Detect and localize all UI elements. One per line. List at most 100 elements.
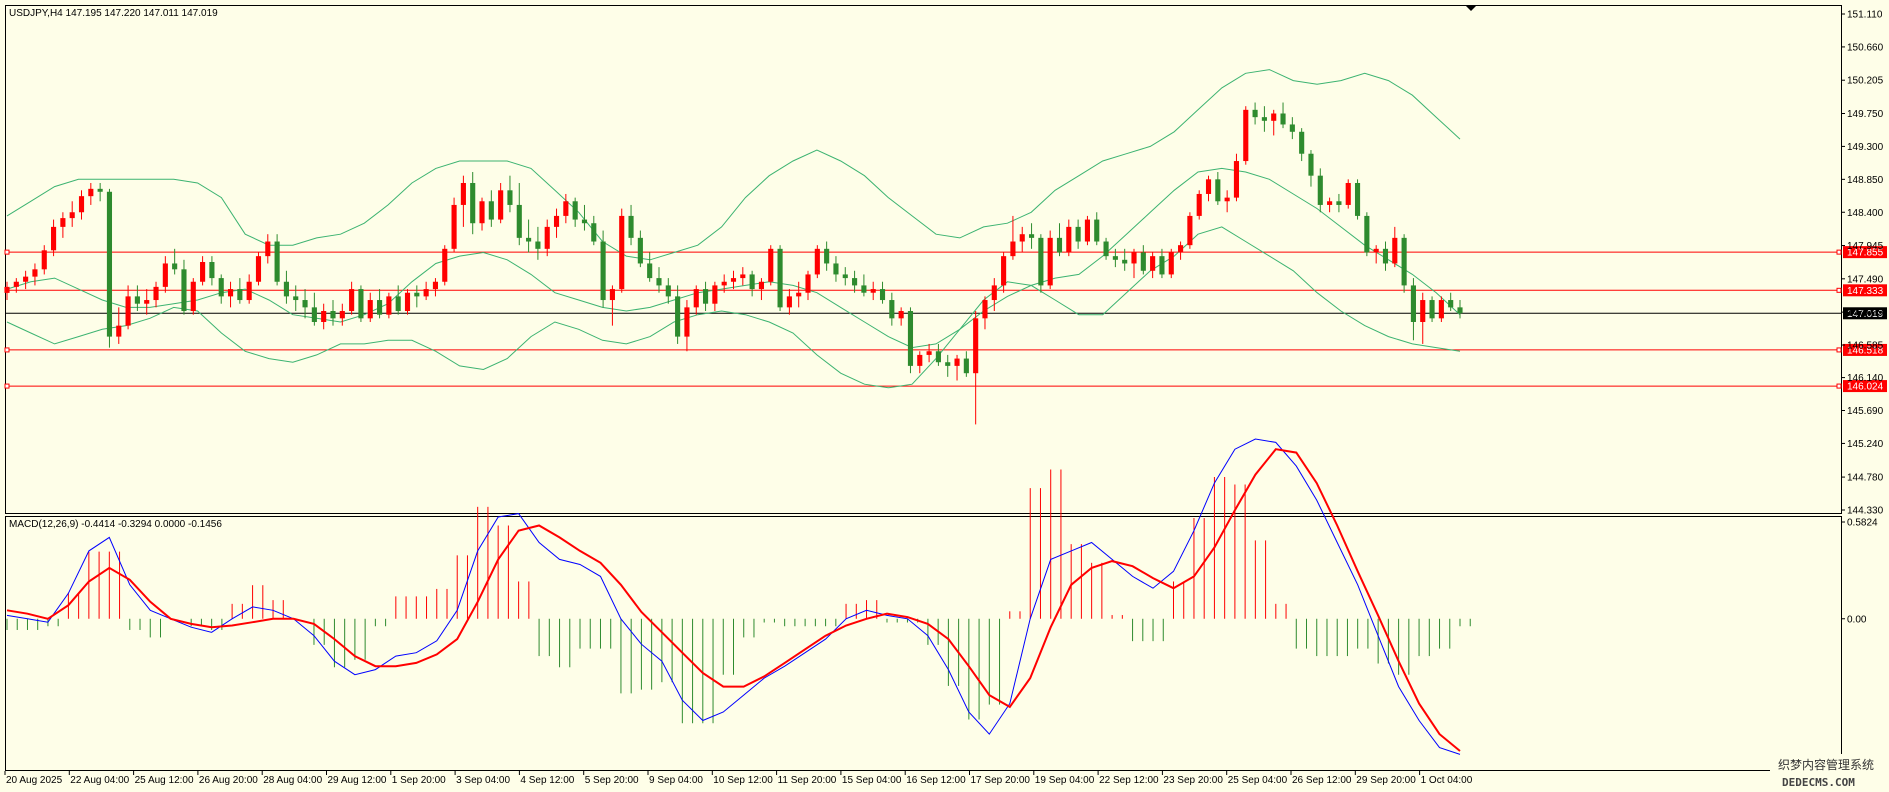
candle-bull (991, 285, 997, 301)
price-tick-label: 145.240 (1847, 439, 1884, 450)
price-tick-label: 147.490 (1847, 274, 1884, 285)
candle-bear (1075, 226, 1081, 242)
time-tick-label: 22 Aug 04:00 (70, 775, 129, 786)
candle-bear (656, 278, 662, 286)
candle-bear (1364, 215, 1370, 253)
candle-bull (125, 296, 131, 326)
level-handle-right[interactable] (1836, 249, 1842, 255)
symbol-info: USDJPY,H4 147.195 147.220 147.011 147.01… (9, 8, 218, 19)
candle-bull (255, 256, 262, 282)
time-tick-label: 26 Aug 20:00 (199, 775, 258, 786)
candle-bull (339, 311, 345, 319)
candle-bull (870, 289, 876, 293)
candle-bear (1112, 256, 1118, 260)
candle-bear (106, 191, 113, 337)
candle-bear (218, 278, 224, 297)
candle-bull (41, 250, 47, 270)
watermark-box (1770, 754, 1889, 792)
candle-bear (1382, 248, 1389, 264)
candle-bear (935, 351, 941, 363)
candle-bull (814, 248, 820, 275)
time-tick-label: 28 Aug 04:00 (263, 775, 322, 786)
candle-bull (404, 292, 411, 312)
bollinger-lower-line (6, 226, 1461, 389)
candle-bear (1103, 241, 1109, 257)
candle-bull (1345, 182, 1351, 205)
candle-bear (675, 296, 681, 337)
candle-bear (414, 292, 420, 297)
candle-bear (628, 215, 634, 238)
candle-bull (32, 269, 38, 277)
candle-bull (712, 285, 718, 304)
candle-bull (1224, 197, 1230, 202)
candle-bull (190, 281, 196, 312)
horizontal-levels[interactable]: 147.855 147.333 146.518 146.024 147.019 (4, 246, 1887, 393)
candle-bear (637, 237, 643, 264)
time-tick-label: 1 Oct 04:00 (1421, 775, 1473, 786)
candle-bull (805, 274, 811, 293)
candle-bull (796, 292, 802, 297)
candle-bull (544, 226, 550, 249)
candle-bear (274, 241, 280, 282)
candle-bull (386, 296, 392, 315)
time-tick-label: 26 Sep 12:00 (1292, 775, 1352, 786)
candle-bear (97, 188, 103, 192)
price-tick-label: 148.400 (1847, 208, 1884, 219)
macd-lines (6, 438, 1461, 755)
candle-bear (1401, 237, 1407, 286)
candle-bull (1196, 193, 1202, 216)
candle-bull (60, 218, 66, 227)
candle-bull (51, 226, 57, 251)
macd-tick-label: 0.00 (1847, 614, 1867, 625)
candle-bull (1047, 237, 1053, 286)
macd-info: MACD(12,26,9) -0.4414 -0.3294 0.0000 -0.… (9, 519, 222, 530)
level-handle-left[interactable] (4, 347, 10, 353)
level-handle-right[interactable] (1836, 383, 1842, 389)
level-handle-right[interactable] (1836, 347, 1842, 353)
macd-axis: 0.5824 0.00 (1841, 518, 1878, 625)
time-tick-label: 9 Sep 04:00 (649, 775, 703, 786)
candle-bear (1280, 113, 1286, 125)
candle-bull (23, 276, 29, 282)
time-tick-label: 5 Sep 20:00 (585, 775, 639, 786)
candle-bear (134, 296, 140, 304)
macd-tick-label: 0.5824 (1847, 518, 1878, 529)
candle-bear (293, 296, 299, 301)
candle-bear (1299, 131, 1305, 154)
candle-bull (982, 300, 988, 319)
candlesticks (4, 102, 1463, 425)
candle-bull (1187, 215, 1193, 246)
bollinger-bands (6, 69, 1461, 389)
candle-bear (311, 307, 317, 322)
price-tick-label: 149.750 (1847, 109, 1884, 120)
chart-shift-icon[interactable] (1465, 5, 1477, 11)
time-tick-label: 10 Sep 12:00 (713, 775, 773, 786)
candle-bull (13, 281, 19, 287)
candle-bull (1178, 245, 1184, 253)
candle-bull (619, 215, 625, 290)
time-tick-label: 23 Sep 20:00 (1163, 775, 1223, 786)
candle-bear (824, 248, 830, 264)
level-handle-left[interactable] (4, 383, 10, 389)
level-price-label: 147.333 (1847, 286, 1884, 297)
candle-bull (768, 248, 774, 282)
current-price-label: 147.019 (1847, 309, 1884, 320)
candle-bull (563, 201, 569, 216)
level-handle-right[interactable] (1836, 287, 1842, 293)
candle-bear (833, 263, 839, 275)
time-tick-label: 29 Aug 12:00 (328, 775, 387, 786)
time-tick-label: 22 Sep 12:00 (1099, 775, 1159, 786)
price-tick-label: 147.035 (1847, 308, 1884, 319)
watermark-line1: 织梦内容管理系统 (1778, 757, 1874, 772)
candle-bear (1336, 201, 1342, 205)
candle-bull (88, 188, 94, 197)
candle-bull (1066, 226, 1072, 253)
time-tick-label: 3 Sep 04:00 (456, 775, 510, 786)
candle-bear (1038, 237, 1044, 286)
watermark-line2: DEDECMS.COM (1782, 776, 1855, 789)
macd-histogram (6, 469, 1471, 724)
level-handle-left[interactable] (4, 249, 10, 255)
candle-bull (609, 289, 615, 301)
price-tick-label: 146.585 (1847, 341, 1884, 352)
